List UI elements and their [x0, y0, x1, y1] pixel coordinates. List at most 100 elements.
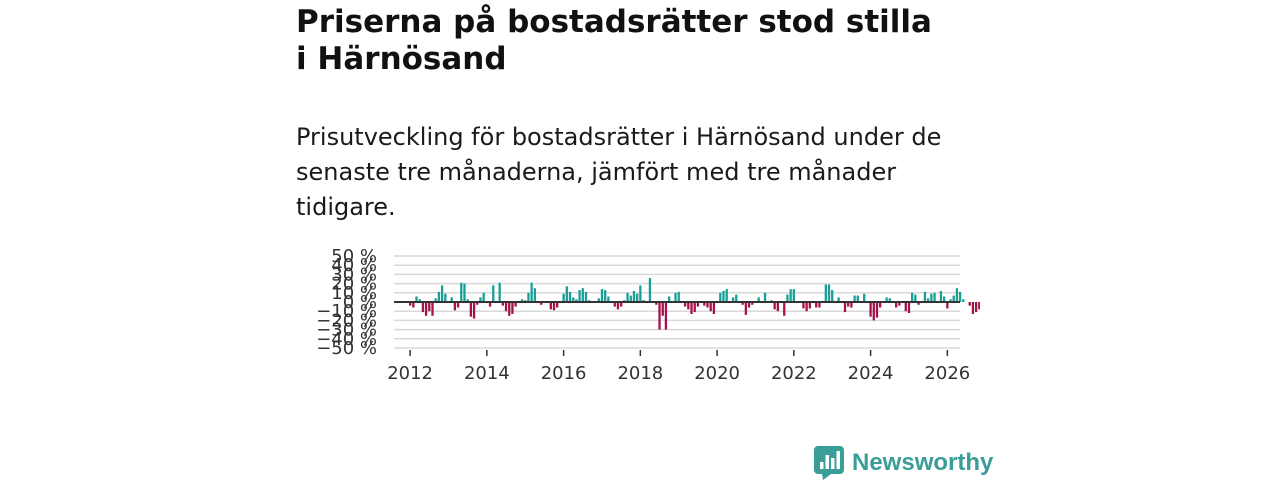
bar — [508, 302, 511, 316]
bar — [472, 302, 476, 319]
bar — [709, 302, 712, 312]
bar — [971, 302, 975, 314]
x-tick-label: 2012 — [387, 363, 433, 384]
bar — [664, 302, 668, 330]
bar — [808, 302, 811, 309]
bar — [974, 302, 978, 313]
bar — [604, 290, 607, 302]
bar — [687, 302, 690, 310]
bar — [706, 302, 709, 308]
bar — [856, 295, 859, 302]
chart-title: Priserna på bostadsrätter stod stilla i … — [296, 4, 932, 77]
bar — [584, 291, 588, 302]
bar — [872, 302, 875, 321]
bar — [792, 289, 795, 302]
bar — [444, 293, 447, 302]
bar — [885, 297, 888, 302]
bar — [415, 296, 418, 302]
y-tick-label: 50 % — [331, 246, 377, 267]
bar — [949, 299, 952, 302]
bar — [476, 302, 479, 305]
bar — [783, 302, 786, 316]
x-tick-label: 2024 — [848, 363, 894, 384]
bar — [747, 302, 751, 308]
bar — [492, 285, 495, 302]
bar — [549, 302, 552, 310]
bar — [581, 288, 584, 302]
bar — [488, 302, 492, 307]
x-tick-label: 2016 — [541, 363, 587, 384]
bar — [597, 298, 600, 302]
bar — [831, 290, 834, 302]
bar — [914, 294, 917, 302]
bar — [869, 302, 872, 317]
bar — [428, 302, 431, 312]
bar — [917, 302, 920, 305]
bar — [667, 296, 671, 302]
bar — [418, 299, 421, 302]
bar — [482, 292, 485, 302]
bar — [463, 283, 466, 302]
bar — [773, 302, 776, 310]
bar — [677, 291, 680, 302]
brand-logo[interactable]: Newsworthy — [814, 446, 993, 480]
bar — [578, 290, 581, 302]
bar — [501, 302, 505, 306]
bar — [658, 302, 661, 330]
brand-name: Newsworthy — [852, 449, 994, 476]
bar — [540, 302, 543, 305]
x-tick-label: 2018 — [617, 363, 663, 384]
bar — [946, 302, 949, 309]
bar — [408, 302, 412, 306]
bar — [952, 295, 955, 302]
bar — [722, 290, 725, 302]
bar — [690, 302, 693, 314]
bar — [636, 293, 639, 302]
bar — [572, 297, 575, 302]
bar — [600, 289, 604, 302]
bar — [613, 302, 616, 307]
bar — [607, 296, 610, 302]
bar — [815, 302, 818, 308]
bar — [632, 290, 636, 302]
bar — [879, 302, 882, 308]
bar — [968, 302, 971, 306]
bar — [863, 293, 866, 302]
bar — [626, 292, 629, 302]
bar — [703, 302, 706, 306]
bar — [955, 288, 959, 302]
bar — [620, 302, 623, 307]
bar — [674, 292, 677, 302]
chart-subtitle: Prisutveckling för bostadsrätter i Härnö… — [296, 123, 942, 221]
bar — [421, 302, 425, 313]
bar — [498, 282, 501, 302]
bar — [875, 302, 879, 318]
bar — [847, 302, 850, 307]
bar — [898, 302, 901, 306]
bar — [616, 302, 620, 310]
bar — [469, 302, 473, 317]
bar — [719, 292, 722, 302]
bar — [629, 295, 632, 302]
bar — [527, 292, 530, 302]
bar — [466, 299, 469, 302]
bar — [824, 284, 827, 302]
y-tick-label: −10 % — [316, 301, 377, 322]
bar — [431, 302, 434, 316]
bar — [926, 298, 930, 302]
bar — [437, 291, 441, 302]
y-tick-label: −40 % — [316, 329, 377, 350]
bar — [639, 285, 642, 302]
bar — [683, 302, 687, 307]
bar — [805, 302, 808, 312]
bar — [735, 294, 738, 302]
bar — [962, 299, 965, 302]
bar — [853, 295, 856, 302]
bar — [514, 302, 517, 307]
bar — [911, 292, 914, 302]
bar — [802, 302, 805, 309]
bar — [757, 297, 760, 302]
bar — [565, 286, 568, 302]
bar — [511, 302, 514, 314]
bar — [904, 302, 907, 312]
